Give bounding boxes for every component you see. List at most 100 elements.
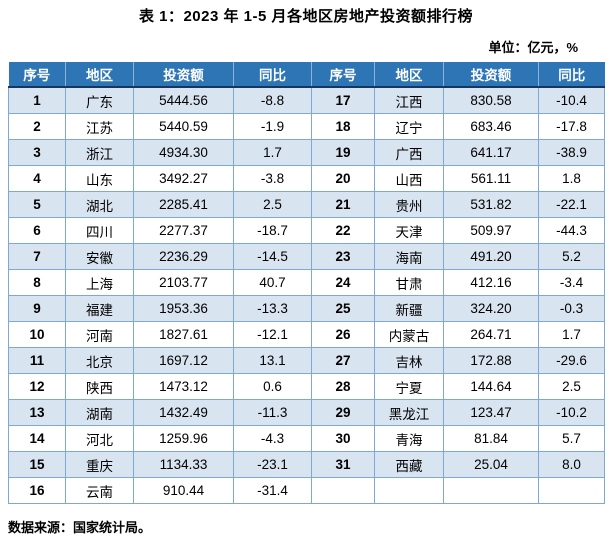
rank-cell: 25 xyxy=(311,295,375,322)
table-header: 序号 地区 投资额 同比 序号 地区 投资额 同比 xyxy=(8,62,605,88)
investment-cell: 3492.27 xyxy=(133,165,234,192)
source-note: 数据来源：国家统计局。 xyxy=(8,520,152,535)
rank-cell: 19 xyxy=(311,139,375,166)
rank-cell: 15 xyxy=(8,451,66,478)
rank-cell: 20 xyxy=(311,165,375,192)
region-cell: 贵州 xyxy=(374,191,444,218)
yoy-cell: 0.6 xyxy=(233,373,312,400)
table-title: 表 1：2023 年 1-5 月各地区房地产投资额排行榜 xyxy=(138,8,474,25)
yoy-cell: 13.1 xyxy=(233,347,312,374)
yoy-cell: -44.3 xyxy=(538,217,605,244)
investment-cell: 491.20 xyxy=(443,243,539,270)
investment-cell xyxy=(443,477,539,504)
rank-cell: 16 xyxy=(8,477,66,504)
investment-cell: 1697.12 xyxy=(133,347,234,374)
table-row: 13 湖南 1432.49 -11.3 29 黑龙江 123.47 -10.2 xyxy=(8,399,605,426)
region-cell: 四川 xyxy=(65,217,134,244)
yoy-cell: 1.8 xyxy=(538,165,605,192)
rank-cell: 4 xyxy=(8,165,66,192)
region-cell: 山东 xyxy=(65,165,134,192)
rank-cell: 23 xyxy=(311,243,375,270)
region-cell: 江西 xyxy=(374,86,444,114)
region-cell: 广西 xyxy=(374,139,444,166)
rank-cell: 9 xyxy=(8,295,66,322)
rank-cell: 26 xyxy=(311,321,375,348)
table-row: 11 北京 1697.12 13.1 27 吉林 172.88 -29.6 xyxy=(8,347,605,374)
yoy-cell: -0.3 xyxy=(538,295,605,322)
table-row: 3 浙江 4934.30 1.7 19 广西 641.17 -38.9 xyxy=(8,139,605,166)
investment-cell: 25.04 xyxy=(443,451,539,478)
region-cell: 北京 xyxy=(65,347,134,374)
yoy-cell: -1.9 xyxy=(233,113,312,140)
region-cell: 云南 xyxy=(65,477,134,504)
rank-cell: 5 xyxy=(8,191,66,218)
region-cell: 上海 xyxy=(65,269,134,296)
yoy-cell: -3.4 xyxy=(538,269,605,296)
investment-cell: 2277.37 xyxy=(133,217,234,244)
region-cell: 青海 xyxy=(374,425,444,452)
investment-cell: 264.71 xyxy=(443,321,539,348)
yoy-cell xyxy=(538,477,605,504)
yoy-cell: -29.6 xyxy=(538,347,605,374)
region-cell: 湖南 xyxy=(65,399,134,426)
header-investment-left: 投资额 xyxy=(133,62,234,88)
yoy-cell: 1.7 xyxy=(233,139,312,166)
investment-cell: 1432.49 xyxy=(133,399,234,426)
yoy-cell: -23.1 xyxy=(233,451,312,478)
yoy-cell: -22.1 xyxy=(538,191,605,218)
rank-cell: 18 xyxy=(311,113,375,140)
region-cell: 辽宁 xyxy=(374,113,444,140)
yoy-cell: -38.9 xyxy=(538,139,605,166)
region-cell: 天津 xyxy=(374,217,444,244)
region-cell: 重庆 xyxy=(65,451,134,478)
yoy-cell: 40.7 xyxy=(233,269,312,296)
investment-cell: 4934.30 xyxy=(133,139,234,166)
table-body: 1 广东 5444.56 -8.8 17 江西 830.58 -10.4 2 江苏 5440.59-… xyxy=(8,86,605,504)
table-row: 15 重庆 1134.33 -23.1 31 西藏 25.04 8.0 xyxy=(8,451,605,478)
investment-cell: 412.16 xyxy=(443,269,539,296)
yoy-cell: -3.8 xyxy=(233,165,312,192)
table-row: 2 江苏 5440.59 -1.9 18 辽宁 683.46 -17.8 xyxy=(8,113,605,140)
rank-cell: 3 xyxy=(8,139,66,166)
header-investment-right: 投资额 xyxy=(443,62,539,88)
investment-cell: 81.84 xyxy=(443,425,539,452)
rank-cell: 11 xyxy=(8,347,66,374)
investment-cell: 509.97 xyxy=(443,217,539,244)
yoy-cell: -14.5 xyxy=(233,243,312,270)
header-region-left: 地区 xyxy=(65,62,134,88)
yoy-cell: -12.1 xyxy=(233,321,312,348)
yoy-cell: 2.5 xyxy=(538,373,605,400)
investment-cell: 1134.33 xyxy=(133,451,234,478)
investment-cell: 641.17 xyxy=(443,139,539,166)
yoy-cell: 5.7 xyxy=(538,425,605,452)
investment-cell: 5440.59 xyxy=(133,113,234,140)
yoy-cell: -13.3 xyxy=(233,295,312,322)
region-cell: 吉林 xyxy=(374,347,444,374)
yoy-cell: 5.2 xyxy=(538,243,605,270)
rank-cell: 10 xyxy=(8,321,66,348)
table-row: 6 四川 2277.37 -18.7 22 天津 509.97 -44.3 xyxy=(8,217,605,244)
investment-cell: 2103.77 xyxy=(133,269,234,296)
region-cell: 陕西 xyxy=(65,373,134,400)
yoy-cell: -4.3 xyxy=(233,425,312,452)
table-row: 14 河北 1259.96 -4.3 30 青海 81.84 5.7 xyxy=(8,425,605,452)
header-yoy-left: 同比 xyxy=(233,62,312,88)
investment-cell: 324.20 xyxy=(443,295,539,322)
investment-cell: 172.88 xyxy=(443,347,539,374)
rank-cell: 28 xyxy=(311,373,375,400)
table-row: 10 河南 1827.61 -12.1 26 内蒙古 264.71 1.7 xyxy=(8,321,605,348)
investment-cell: 1953.36 xyxy=(133,295,234,322)
region-cell: 甘肃 xyxy=(374,269,444,296)
rank-cell: 29 xyxy=(311,399,375,426)
investment-cell: 1259.96 xyxy=(133,425,234,452)
rank-cell: 13 xyxy=(8,399,66,426)
header-rank-right: 序号 xyxy=(311,62,375,88)
region-cell: 湖北 xyxy=(65,191,134,218)
header-region-right: 地区 xyxy=(374,62,444,88)
region-cell: 河南 xyxy=(65,321,134,348)
yoy-cell: 8.0 xyxy=(538,451,605,478)
yoy-cell: -8.8 xyxy=(233,86,312,114)
rank-cell: 1 xyxy=(8,86,66,114)
region-cell: 西藏 xyxy=(374,451,444,478)
